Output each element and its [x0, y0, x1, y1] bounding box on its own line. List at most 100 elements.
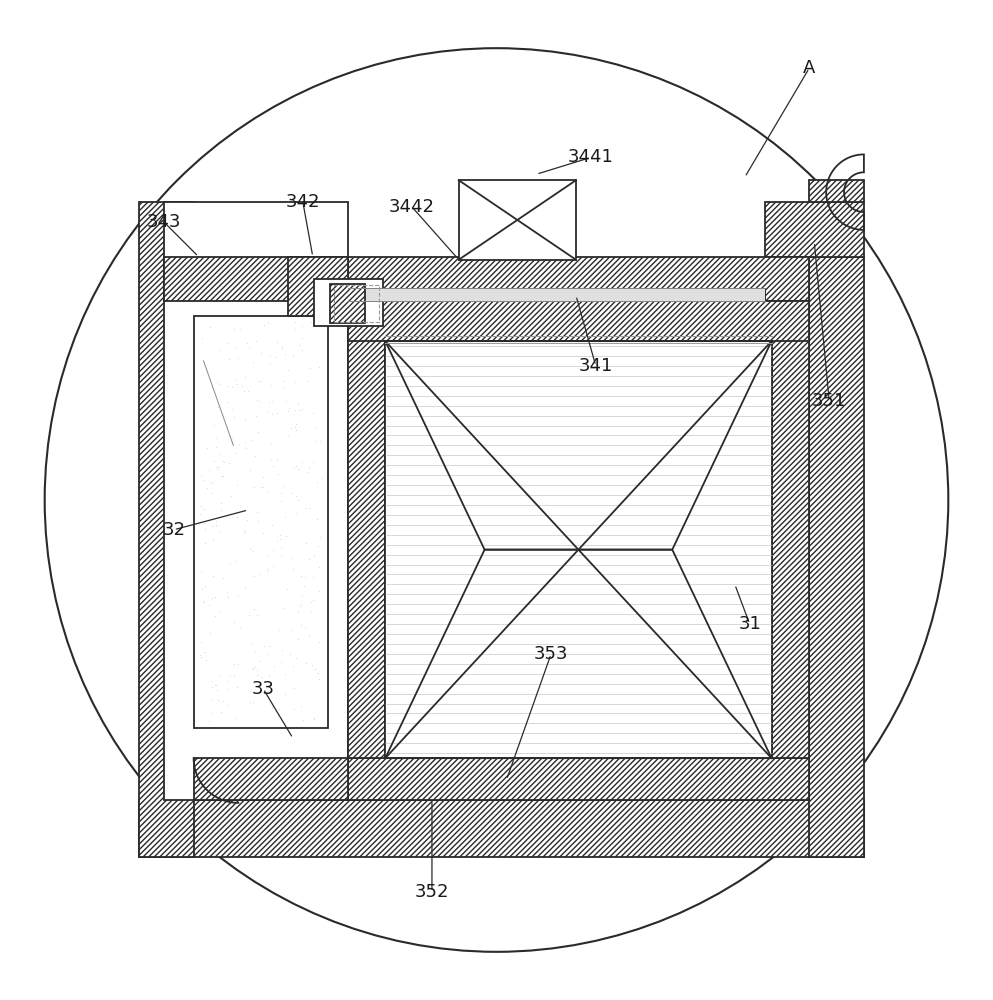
Point: [203, 371, 218, 387]
Point: [283, 420, 299, 436]
Point: [219, 335, 235, 351]
Point: [213, 502, 229, 518]
Point: [220, 697, 236, 713]
Bar: [348, 301, 809, 341]
Point: [206, 417, 221, 433]
Point: [227, 339, 243, 355]
Point: [215, 454, 231, 470]
Point: [193, 649, 209, 665]
Point: [218, 681, 234, 697]
Point: [194, 330, 210, 346]
Point: [264, 406, 280, 422]
Text: 33: 33: [251, 680, 275, 698]
Point: [233, 378, 249, 394]
Bar: [194, 758, 348, 800]
Point: [231, 436, 247, 452]
Point: [198, 652, 213, 668]
Point: [285, 347, 301, 363]
Point: [199, 440, 214, 456]
Point: [309, 474, 325, 490]
Point: [220, 673, 236, 689]
Point: [242, 683, 258, 699]
Point: [269, 405, 285, 421]
Point: [252, 393, 268, 409]
Point: [210, 461, 225, 477]
Point: [274, 341, 290, 357]
Point: [205, 568, 220, 584]
Point: [298, 655, 314, 671]
Point: [293, 596, 309, 612]
Point: [263, 377, 279, 393]
Point: [269, 334, 285, 350]
Point: [242, 432, 258, 448]
Point: [284, 550, 300, 566]
Point: [209, 374, 224, 390]
Point: [199, 480, 214, 496]
Point: [222, 667, 238, 683]
Point: [280, 362, 296, 378]
Point: [214, 453, 230, 469]
Bar: [194, 316, 328, 728]
Point: [281, 400, 297, 416]
Point: [312, 529, 328, 545]
Point: [238, 335, 254, 351]
Point: [197, 644, 213, 660]
Point: [236, 369, 252, 385]
Point: [273, 485, 289, 501]
Point: [291, 337, 307, 353]
Point: [203, 625, 218, 641]
Point: [311, 634, 327, 650]
Bar: [288, 257, 348, 316]
Point: [261, 347, 277, 363]
Point: [277, 346, 293, 362]
Text: 351: 351: [812, 392, 846, 410]
Point: [303, 604, 319, 620]
Point: [290, 492, 306, 508]
Point: [237, 525, 253, 541]
Bar: [238, 758, 809, 800]
Point: [303, 314, 319, 330]
Point: [288, 416, 304, 432]
Point: [204, 518, 219, 534]
Point: [256, 317, 272, 333]
Point: [213, 495, 228, 511]
Point: [204, 692, 219, 708]
Point: [266, 658, 282, 674]
Point: [207, 589, 222, 605]
Point: [231, 619, 247, 635]
Point: [272, 531, 288, 547]
Point: [212, 604, 227, 620]
Point: [236, 523, 252, 539]
Point: [245, 694, 261, 710]
Point: [197, 535, 213, 551]
Point: [270, 466, 286, 482]
Point: [286, 680, 302, 696]
Text: 342: 342: [286, 193, 320, 211]
Point: [204, 590, 219, 606]
Point: [271, 701, 287, 717]
Point: [299, 464, 315, 480]
Point: [280, 427, 296, 443]
Point: [306, 592, 322, 608]
Point: [240, 383, 256, 399]
Point: [273, 539, 289, 555]
Point: [294, 401, 310, 417]
Text: 353: 353: [534, 645, 568, 663]
Point: [287, 419, 303, 435]
Point: [280, 403, 296, 419]
Point: [277, 686, 293, 702]
Point: [253, 373, 269, 389]
Point: [217, 409, 233, 425]
Point: [210, 399, 225, 415]
Point: [207, 677, 222, 693]
Point: [202, 713, 217, 729]
Point: [212, 446, 227, 462]
Point: [206, 453, 221, 469]
Point: [205, 679, 220, 695]
Bar: [164, 257, 348, 301]
Bar: [164, 202, 348, 800]
Point: [263, 451, 279, 467]
Point: [301, 460, 317, 476]
Point: [208, 677, 223, 693]
Point: [228, 679, 244, 695]
